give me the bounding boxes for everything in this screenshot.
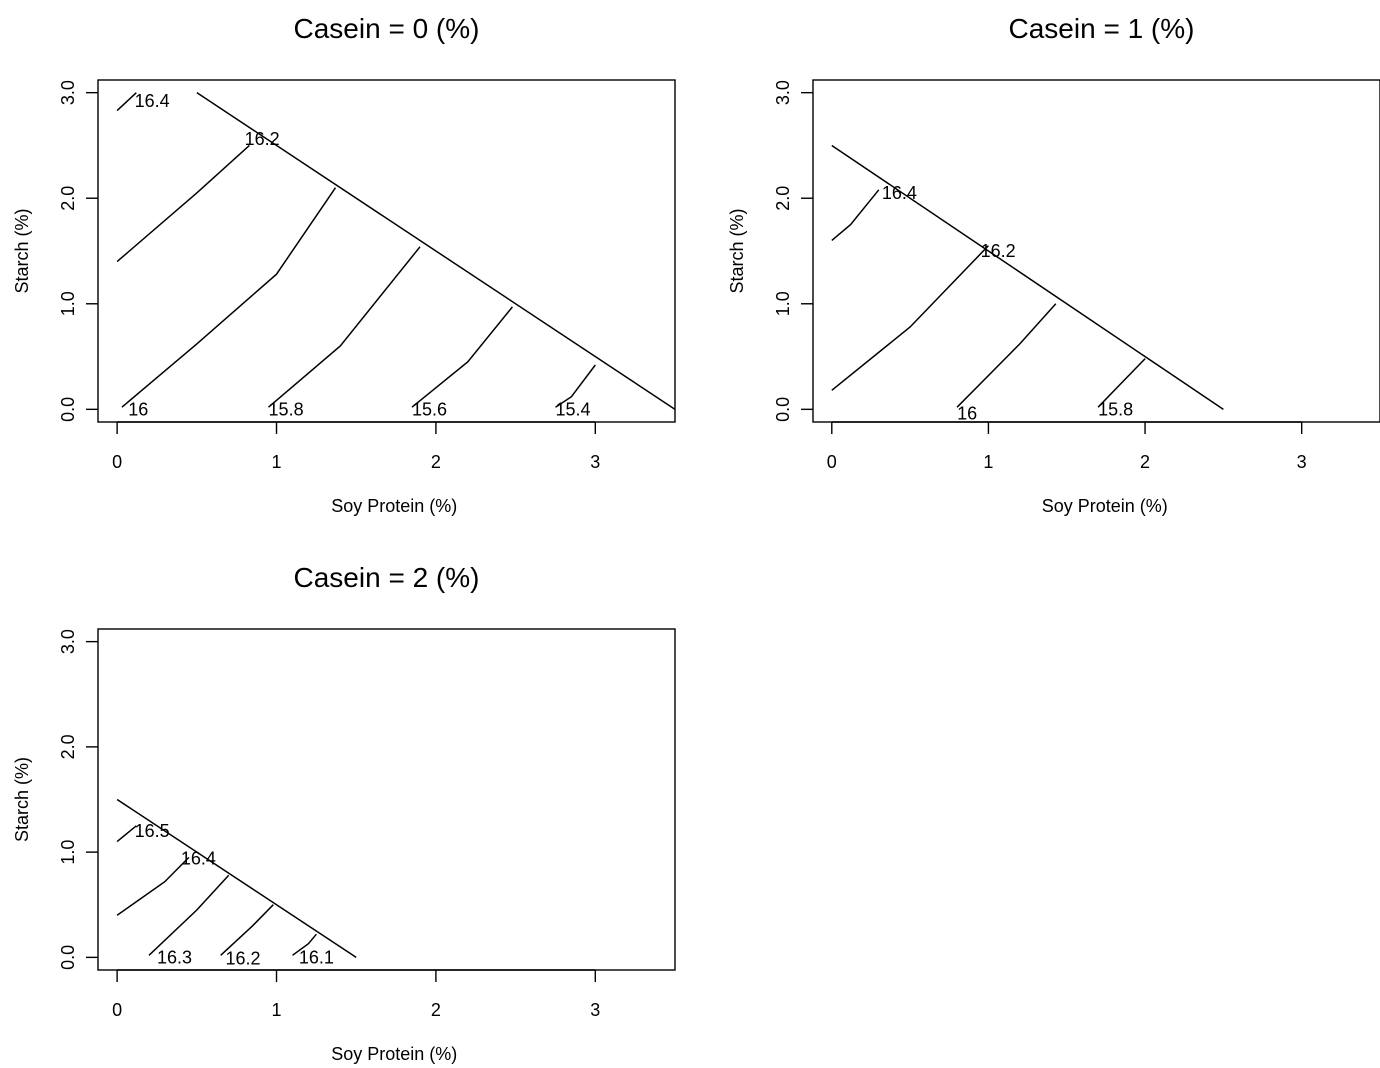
contour-label: 15.4 bbox=[555, 399, 590, 419]
plot-frame bbox=[812, 79, 1380, 423]
contour-label: 16.2 bbox=[226, 948, 261, 968]
x-tick-label: 2 bbox=[431, 1000, 441, 1020]
x-tick-label: 0 bbox=[112, 452, 122, 472]
contour-label: 16.4 bbox=[135, 91, 170, 111]
contour-label: 16 bbox=[957, 404, 977, 424]
x-tick-label: 3 bbox=[1297, 452, 1307, 472]
contour-line bbox=[116, 856, 190, 916]
x-tick-label: 1 bbox=[272, 452, 282, 472]
contour-line bbox=[831, 245, 989, 391]
constraint-boundary-line bbox=[196, 92, 676, 410]
constraint-boundary-line bbox=[831, 144, 1224, 410]
x-tick-label: 2 bbox=[1140, 452, 1150, 472]
constraint-boundary-line bbox=[116, 798, 357, 958]
y-tick-label: 3.0 bbox=[58, 80, 78, 105]
contour-line bbox=[148, 874, 230, 956]
contour-label: 16.1 bbox=[299, 947, 334, 967]
contour-line bbox=[121, 187, 337, 408]
contour-line bbox=[292, 933, 317, 956]
panel-title: Casein = 2 (%) bbox=[294, 562, 480, 593]
x-axis-label: Soy Protein (%) bbox=[331, 1044, 457, 1064]
contour-line bbox=[268, 246, 421, 408]
contour-label: 16.4 bbox=[181, 848, 216, 868]
y-tick-label: 3.0 bbox=[773, 80, 793, 105]
y-tick-label: 2.0 bbox=[58, 186, 78, 211]
contour-panel-2: Casein = 1 (%) 0 1 2 3 0.0 1.0 2.0 3.0 Soy Protei… bbox=[727, 13, 1380, 516]
panel-title: Casein = 1 (%) bbox=[1009, 13, 1195, 44]
y-tick-label: 1.0 bbox=[773, 291, 793, 316]
y-tick-label: 1.0 bbox=[58, 291, 78, 316]
contour-line bbox=[555, 364, 596, 408]
x-tick-label: 0 bbox=[827, 452, 837, 472]
contour-line bbox=[956, 303, 1057, 408]
contour-line bbox=[831, 189, 880, 241]
contour-line bbox=[1097, 358, 1146, 408]
contour-label: 15.6 bbox=[412, 399, 447, 419]
contour-line bbox=[220, 904, 274, 956]
y-tick-label: 1.0 bbox=[58, 840, 78, 865]
contour-line bbox=[116, 825, 137, 843]
contour-label: 15.8 bbox=[269, 399, 304, 419]
contour-label: 16.3 bbox=[157, 947, 192, 967]
y-tick-label: 2.0 bbox=[773, 186, 793, 211]
x-tick-label: 1 bbox=[983, 452, 993, 472]
y-tick-label: 2.0 bbox=[58, 734, 78, 759]
contour-label: 16.2 bbox=[981, 241, 1016, 261]
contour-panel-3: Casein = 2 (%) 0 1 2 3 0.0 1.0 2.0 3.0 Soy Protei… bbox=[12, 562, 676, 1064]
x-tick-label: 1 bbox=[272, 1000, 282, 1020]
contour-line bbox=[116, 144, 250, 263]
y-tick-label: 3.0 bbox=[58, 629, 78, 654]
contour-line bbox=[116, 92, 137, 112]
y-tick-label: 0.0 bbox=[58, 945, 78, 970]
panel-title: Casein = 0 (%) bbox=[294, 13, 480, 44]
y-axis-label: Starch (%) bbox=[12, 757, 32, 842]
y-axis-label: Starch (%) bbox=[727, 208, 747, 293]
y-tick-label: 0.0 bbox=[58, 397, 78, 422]
contour-label: 16.2 bbox=[245, 129, 280, 149]
x-tick-label: 3 bbox=[590, 1000, 600, 1020]
contour-panel-1: Casein = 0 (%) 0 1 2 3 0.0 1.0 2.0 3.0 Soy Protei… bbox=[12, 13, 676, 516]
x-tick-label: 2 bbox=[431, 452, 441, 472]
plot-frame bbox=[97, 628, 676, 971]
contour-line bbox=[411, 306, 513, 408]
y-axis-label: Starch (%) bbox=[12, 208, 32, 293]
contour-label: 16.4 bbox=[882, 183, 917, 203]
x-tick-label: 3 bbox=[590, 452, 600, 472]
contour-label: 16 bbox=[128, 399, 148, 419]
contour-label: 15.8 bbox=[1098, 399, 1133, 419]
x-axis-label: Soy Protein (%) bbox=[331, 496, 457, 516]
x-axis-label: Soy Protein (%) bbox=[1042, 496, 1168, 516]
y-tick-label: 0.0 bbox=[773, 397, 793, 422]
contour-label: 16.5 bbox=[135, 821, 170, 841]
plot-frame bbox=[97, 79, 676, 423]
x-tick-label: 0 bbox=[112, 1000, 122, 1020]
